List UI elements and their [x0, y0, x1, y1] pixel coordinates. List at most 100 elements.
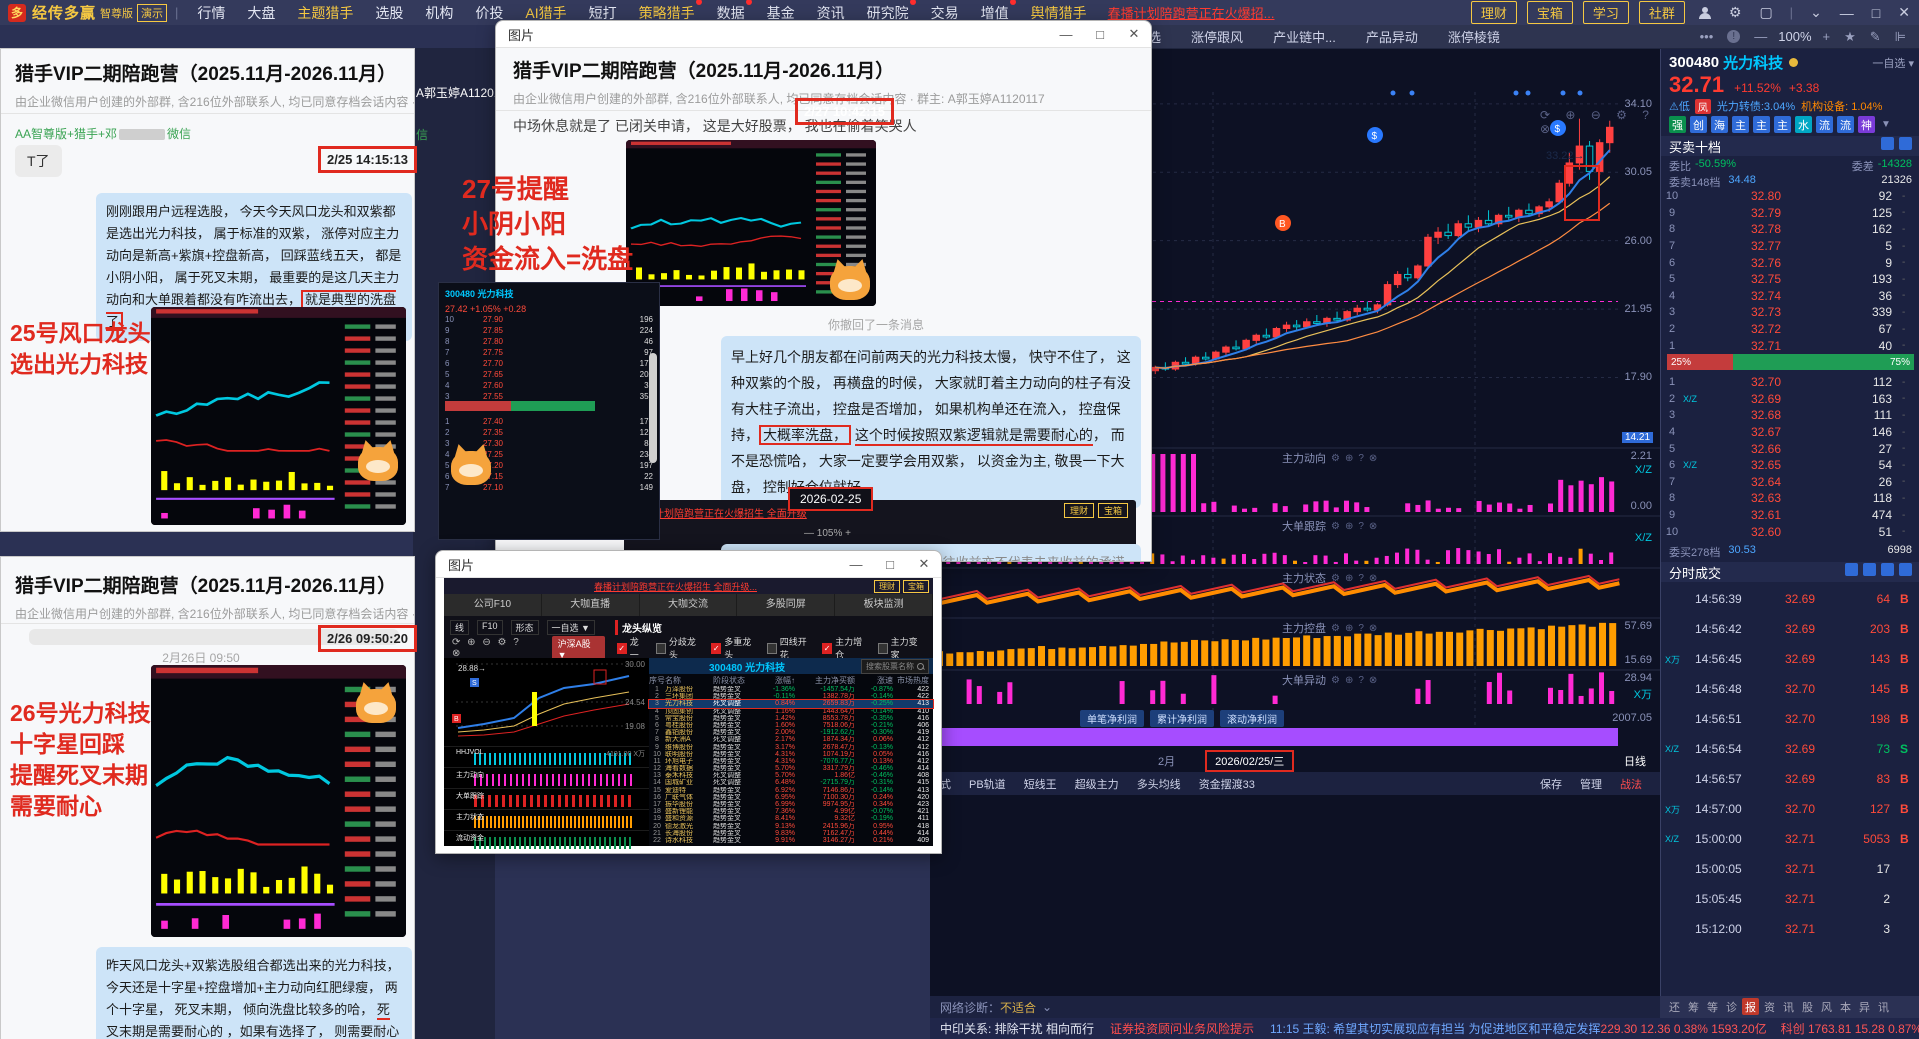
nav-tab-板块监测[interactable]: 板块监测 [835, 594, 933, 616]
bond-tag[interactable]: 光力转债:3.04% [1716, 101, 1796, 113]
chevron-down-icon[interactable]: ▼ [1881, 119, 1891, 130]
signal-tag-主[interactable]: 主 [1774, 116, 1791, 133]
table-row[interactable]: 12 海看数据 趋势金叉 5.70% 3317.79万 -0.46% 414 [653, 765, 929, 773]
signal-tag-流[interactable]: 流 [1816, 116, 1833, 133]
table-row[interactable]: 11 环旭电子 趋势金叉 4.31% -7076.77万 0.13% 412 [653, 757, 929, 765]
action-管理[interactable]: 管理 [1580, 778, 1602, 791]
time-sales-row[interactable]: X/Z 14:56:54 32.69 73 S [1665, 742, 1909, 756]
menu-item-大盘[interactable]: 大盘 [247, 4, 276, 21]
time-sales-row[interactable]: 15:12:00 32.71 3 [1695, 922, 1890, 936]
time-sales-row[interactable]: 14:56:48 32.70 145 B [1695, 682, 1909, 696]
table-row[interactable]: 3 光力科技 死叉调整 0.84% 2659.83万 -0.25% 413 [648, 699, 934, 709]
menu-item-资讯[interactable]: 资讯 [816, 4, 845, 21]
mini-tab-股[interactable]: 股 [1802, 1001, 1813, 1014]
indicator-tab-资金摆渡33[interactable]: 资金摆渡33 [1198, 778, 1255, 791]
menu-item-交易[interactable]: 交易 [930, 4, 959, 21]
time-sales-row[interactable]: 14:56:57 32.69 83 B [1695, 772, 1909, 786]
chart-icon[interactable] [1881, 563, 1894, 576]
profit-tab-累计净利润[interactable]: 累计净利润 [1150, 710, 1214, 727]
time-sales-row[interactable]: 15:00:05 32.71 17 [1695, 862, 1890, 876]
table-row[interactable]: 16 广联气体 趋势金叉 6.95% 7100.30万 0.24% 420 [653, 793, 929, 801]
pane-icon[interactable]: ⚙ [1331, 452, 1340, 464]
action-战法[interactable]: 战法 [1620, 778, 1642, 791]
table-row[interactable]: 5 常宝股份 趋势金叉 1.42% 8553.78万 -0.35% 416 [655, 714, 929, 722]
window-titlebar[interactable]: 图片 — □ ✕ [496, 21, 1151, 48]
nav-tab-大咖交流[interactable]: 大咖交流 [639, 594, 738, 616]
layout-icon[interactable]: ⊫ [1894, 28, 1906, 44]
sell-depth-row[interactable]: 5 32.75 193- [1668, 272, 1906, 287]
signal-tag-强[interactable]: 强 [1669, 116, 1686, 133]
sell-depth-row[interactable]: 3 32.73 339- [1668, 305, 1906, 320]
list-icon[interactable] [1899, 137, 1912, 150]
mini-tab-讯[interactable]: 讯 [1783, 1001, 1794, 1014]
mini-tab-报[interactable]: 报 [1742, 998, 1759, 1015]
time-sales-row[interactable]: 15:05:45 32.71 2 [1695, 892, 1890, 906]
pane-icon[interactable]: ⊕ [1344, 572, 1354, 584]
zoom-out-icon[interactable]: — [1754, 29, 1768, 44]
sell-depth-row[interactable]: 8 32.78 162- [1668, 222, 1906, 237]
buy-depth-row[interactable]: 1 32.70 112- [1668, 375, 1906, 390]
mini-tab-本[interactable]: 本 [1840, 1001, 1851, 1014]
topbar-button-理财[interactable]: 理财 [1470, 1, 1517, 24]
pane-icon[interactable]: ⊗ [1368, 520, 1378, 532]
indicator-tab-短线王[interactable]: 短线王 [1023, 778, 1057, 791]
pane-icon[interactable]: ? [1358, 572, 1364, 584]
restore-button[interactable]: □ [1871, 4, 1881, 21]
pane-icon[interactable]: ⊕ [1344, 622, 1354, 634]
time-sales-row[interactable]: 14:56:51 32.70 198 B [1695, 712, 1909, 726]
table-row[interactable]: 4 顶固集创 死叉调整 1.16% 1443.64万 -0.14% 410 [655, 707, 929, 715]
table-row[interactable]: 20 德龙激光 趋势金叉 9.13% 2415.96万 0.95% 418 [653, 822, 929, 830]
toolbar-chip[interactable]: 一自选 ▼ [546, 619, 595, 635]
toolbar2-item[interactable]: 涨停棱镜 [1447, 30, 1500, 45]
menu-item-价投[interactable]: 价投 [475, 4, 504, 21]
mini-kline-chart[interactable]: B S 30.00 24.54 19.08 28.88→ HHJVOL 4191.0… [444, 658, 650, 849]
minimize-button[interactable]: — [849, 556, 863, 572]
pane-icon[interactable]: ⊗ [1368, 622, 1378, 634]
table-row[interactable]: 6 粤桂股份 趋势金叉 1.60% 7518.06万 -0.21% 406 [655, 721, 929, 729]
chevron-down-icon[interactable]: ⌄ [1810, 4, 1822, 20]
mini-tab-讯[interactable]: 讯 [1878, 1001, 1889, 1014]
nav-tab-公司F10[interactable]: 公司F10 [444, 594, 542, 616]
toolbar-chip[interactable]: 线 [450, 619, 470, 635]
more-icon[interactable]: ••• [1699, 29, 1714, 44]
pane-icon[interactable]: ⊗ [1368, 572, 1378, 584]
signal-tag-主[interactable]: 主 [1732, 116, 1749, 133]
buy-depth-row[interactable]: 6 X/Z 32.65 54- [1668, 458, 1906, 473]
news-item[interactable]: 中印关系: 排除干扰 相向而行 [940, 1022, 1095, 1036]
pane-icon[interactable]: ? [1358, 622, 1364, 634]
table-row[interactable]: 15 爱迪特 趋势金叉 6.92% 7146.86万 -0.14% 413 [653, 786, 929, 794]
time-sales-row[interactable]: X/Z 15:00:00 32.71 5053 B [1665, 832, 1909, 846]
maximize-button[interactable]: □ [886, 556, 894, 572]
menu-item-主题猎手[interactable]: 主题猎手 [297, 4, 354, 21]
indicator-tab-超级主力[interactable]: 超级主力 [1074, 778, 1119, 791]
toolbar2-item[interactable]: 产品异动 [1365, 30, 1418, 45]
pane-icon[interactable]: ⊕ [1344, 520, 1354, 532]
time-sales-row[interactable]: X万 14:57:00 32.70 127 B [1665, 802, 1909, 816]
indicator-tab-式[interactable]: 式 [940, 778, 951, 791]
menu-item-机构[interactable]: 机构 [425, 4, 454, 21]
market-select[interactable]: 沪深A股 ▼ [551, 635, 605, 661]
chevron-down-icon[interactable]: ⌄ [1042, 1000, 1053, 1014]
time-sales-row[interactable]: 14:56:42 32.69 203 B [1695, 622, 1909, 636]
monitor-icon[interactable]: ▢ [1759, 4, 1773, 20]
pane-icon[interactable]: ⚙ [1331, 674, 1340, 686]
search-input[interactable]: 搜索股票名称 [861, 658, 929, 674]
table-row[interactable]: 19 盛和资源 趋势金叉 8.41% 9.32亿 -0.19% 411 [653, 815, 929, 823]
up-icon[interactable] [1845, 563, 1858, 576]
pane-icon[interactable]: ? [1358, 452, 1364, 464]
buy-depth-row[interactable]: 4 32.67 146- [1668, 425, 1906, 440]
toolbar2-item[interactable]: 产业链中... [1273, 30, 1336, 45]
collapsed-message[interactable] [29, 629, 399, 645]
chat-image[interactable] [151, 307, 406, 525]
buy-depth-row[interactable]: 3 32.68 111- [1668, 408, 1906, 423]
menu-item-选股[interactable]: 选股 [375, 4, 404, 21]
minimize-button[interactable]: — [1839, 4, 1854, 21]
bell-icon[interactable] [1789, 58, 1799, 67]
risk-notice-link[interactable]: 证券投资顾问业务风险提示 [1110, 1022, 1255, 1036]
user-icon[interactable] [1698, 6, 1711, 19]
menu-item-AI猎手[interactable]: AI猎手 [525, 4, 567, 21]
table-row[interactable]: 10 联明股份 趋势金叉 4.31% 1074.19万 0.05% 416 [653, 750, 929, 758]
promo-link[interactable]: 春播计划陪跑营正在火爆招... [1107, 6, 1275, 21]
filter-四线开花[interactable]: 四线开花 [766, 635, 812, 661]
table-row[interactable]: 21 长海股份 趋势金叉 9.83% 7162.47万 0.44% 414 [653, 829, 929, 837]
